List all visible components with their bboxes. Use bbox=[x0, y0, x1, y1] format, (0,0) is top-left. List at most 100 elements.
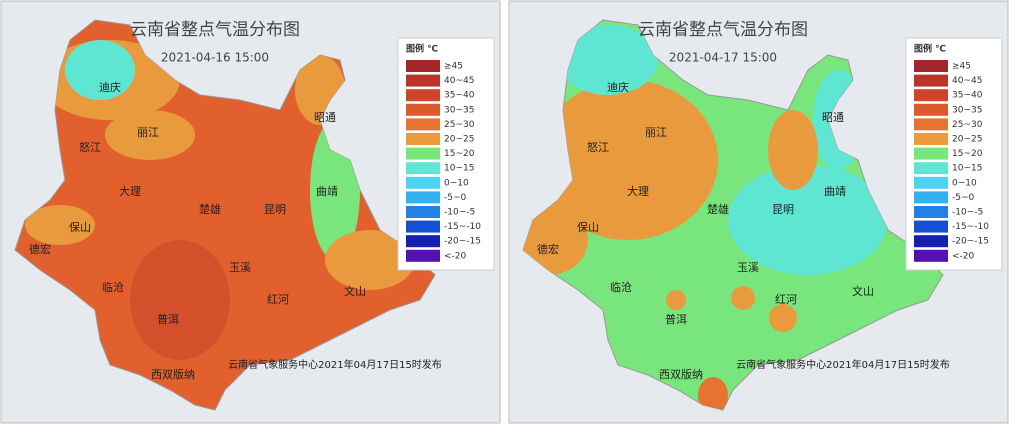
city-label: 曲靖 bbox=[316, 185, 338, 198]
city-label: 怒江 bbox=[587, 140, 609, 154]
legend-label: <-20 bbox=[444, 251, 467, 261]
legend: 图例 ℃ ≥45 40~45 35~40 30~35 25~30 20~25 15~20 10~… bbox=[905, 37, 1003, 271]
legend-swatch bbox=[914, 220, 948, 233]
temperature-area bbox=[325, 230, 415, 290]
city-label: 文山 bbox=[852, 284, 874, 298]
city-label: 玉溪 bbox=[737, 261, 759, 274]
city-label: 迪庆 bbox=[99, 80, 121, 94]
legend-label: -5~0 bbox=[952, 193, 975, 203]
temperature-area bbox=[666, 290, 686, 310]
legend-label: ≥45 bbox=[952, 62, 971, 72]
legend-swatch bbox=[406, 191, 440, 204]
city-label: 普洱 bbox=[665, 312, 687, 326]
temperature-area bbox=[25, 205, 95, 245]
legend-swatch bbox=[914, 162, 948, 175]
city-label: 怒江 bbox=[79, 140, 101, 154]
legend-label: 15~20 bbox=[444, 149, 475, 159]
city-label: 迪庆 bbox=[607, 80, 629, 94]
legend-swatch bbox=[914, 103, 948, 116]
legend-label: 25~30 bbox=[952, 120, 983, 130]
city-label: 红河 bbox=[775, 293, 797, 306]
legend-title: 图例 ℃ bbox=[914, 43, 946, 55]
city-label: 德宏 bbox=[29, 242, 51, 256]
city-label: 红河 bbox=[267, 293, 289, 306]
legend-swatch bbox=[406, 133, 440, 145]
publisher-note: 云南省气象服务中心2021年04月17日15时发布 bbox=[736, 358, 950, 371]
legend-label: -15~-10 bbox=[444, 222, 481, 232]
legend-label: -20~-15 bbox=[444, 237, 481, 247]
city-label: 昆明 bbox=[264, 203, 286, 216]
temperature-area bbox=[105, 110, 195, 160]
legend-label: 25~30 bbox=[444, 120, 475, 130]
legend-swatch bbox=[914, 147, 948, 160]
legend-swatch bbox=[406, 220, 440, 233]
legend-title: 图例 ℃ bbox=[406, 43, 438, 55]
legend-label: 10~15 bbox=[952, 164, 982, 174]
city-label: 昭通 bbox=[822, 111, 844, 124]
city-label: 丽江 bbox=[137, 126, 159, 139]
legend-label: -5~0 bbox=[444, 193, 467, 203]
city-label: 丽江 bbox=[645, 126, 667, 139]
legend-label: 35~40 bbox=[952, 91, 983, 101]
legend-swatch bbox=[914, 74, 948, 87]
legend-swatch bbox=[914, 60, 948, 72]
legend-swatch bbox=[914, 249, 948, 262]
city-label: 大理 bbox=[119, 184, 141, 198]
legend-label: -15~-10 bbox=[952, 222, 989, 232]
legend-swatch bbox=[406, 162, 440, 175]
city-label: 楚雄 bbox=[707, 202, 729, 216]
temperature-area bbox=[130, 240, 230, 360]
legend-label: 20~25 bbox=[444, 135, 474, 145]
city-label: 德宏 bbox=[537, 242, 559, 256]
legend-label: 0~10 bbox=[444, 178, 469, 188]
legend-swatch bbox=[406, 74, 440, 87]
legend-label: 30~35 bbox=[444, 105, 474, 115]
city-label: 临沧 bbox=[610, 280, 632, 294]
legend-label: 40~45 bbox=[952, 76, 982, 86]
temperature-area bbox=[731, 286, 755, 310]
legend-swatch bbox=[914, 133, 948, 145]
legend-swatch bbox=[406, 118, 440, 131]
legend-label: -10~-5 bbox=[444, 208, 475, 218]
map-date: 2021-04-17 15:00 bbox=[669, 51, 777, 65]
city-label: 西双版纳 bbox=[151, 367, 195, 381]
legend-swatch bbox=[406, 147, 440, 160]
legend-label: 20~25 bbox=[952, 135, 982, 145]
temperature-area bbox=[769, 304, 797, 332]
temperature-area bbox=[538, 80, 718, 240]
city-label: 文山 bbox=[344, 284, 366, 298]
city-label: 昭通 bbox=[314, 111, 336, 124]
temperature-field bbox=[523, 25, 888, 410]
publisher-note: 云南省气象服务中心2021年04月17日15时发布 bbox=[228, 358, 442, 371]
legend-label: 40~45 bbox=[444, 76, 474, 86]
city-label: 楚雄 bbox=[199, 202, 221, 216]
city-label: 玉溪 bbox=[229, 261, 251, 274]
legend-label: -10~-5 bbox=[952, 208, 983, 218]
city-label: 临沧 bbox=[102, 280, 124, 294]
legend-swatch bbox=[406, 103, 440, 116]
map-date: 2021-04-16 15:00 bbox=[161, 51, 269, 65]
legend-label: 15~20 bbox=[952, 149, 983, 159]
legend-swatch bbox=[914, 206, 948, 218]
legend-label: 0~10 bbox=[952, 178, 977, 188]
city-label: 曲靖 bbox=[824, 185, 846, 198]
legend-label: 35~40 bbox=[444, 91, 475, 101]
legend-label: 30~35 bbox=[952, 105, 982, 115]
city-label: 西双版纳 bbox=[659, 367, 703, 381]
temperature-area bbox=[728, 165, 888, 275]
temperature-area bbox=[698, 377, 728, 410]
map-title: 云南省整点气温分布图 bbox=[130, 20, 300, 40]
legend-swatch bbox=[914, 191, 948, 204]
city-label: 昆明 bbox=[772, 203, 794, 216]
legend-swatch bbox=[406, 60, 440, 72]
city-label: 普洱 bbox=[157, 312, 179, 326]
legend-label: 10~15 bbox=[444, 164, 474, 174]
city-label: 大理 bbox=[627, 184, 649, 198]
temperature-area bbox=[768, 110, 818, 190]
legend-swatch bbox=[914, 235, 948, 248]
map-title: 云南省整点气温分布图 bbox=[638, 20, 808, 40]
legend-swatch bbox=[406, 235, 440, 248]
city-label: 保山 bbox=[69, 220, 91, 234]
